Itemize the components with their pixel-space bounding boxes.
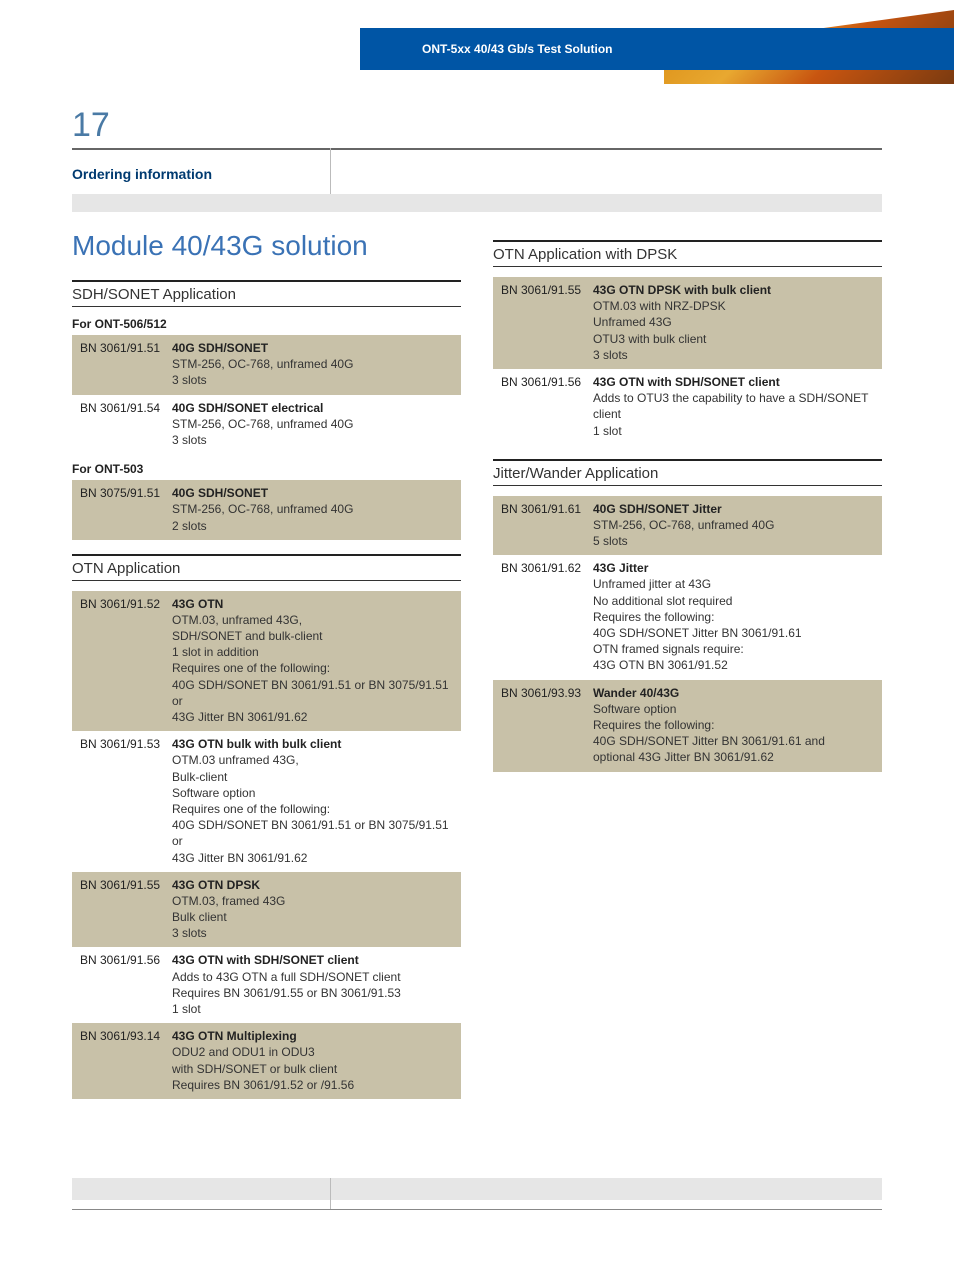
footer-vertical-divider <box>330 1178 331 1210</box>
item-desc: OTM.03, unframed 43G, SDH/SONET and bulk… <box>172 612 453 725</box>
item-code: BN 3061/91.56 <box>501 374 593 439</box>
item-body: 43G OTN DPSK with bulk clientOTM.03 with… <box>593 282 874 363</box>
table-row: BN 3061/91.6243G JitterUnframed jitter a… <box>493 555 882 679</box>
item-code: BN 3061/91.56 <box>80 952 172 1017</box>
item-code: BN 3075/91.51 <box>80 485 172 534</box>
item-body: 43G OTN MultiplexingODU2 and ODU1 in ODU… <box>172 1028 453 1093</box>
item-code: BN 3061/93.93 <box>501 685 593 766</box>
item-title: 40G SDH/SONET Jitter <box>593 501 874 517</box>
gray-band-top <box>72 194 882 212</box>
item-body: 43G OTN with SDH/SONET clientAdds to OTU… <box>593 374 874 439</box>
item-desc: STM-256, OC-768, unframed 40G 3 slots <box>172 356 453 388</box>
table-row: BN 3061/91.5643G OTN with SDH/SONET clie… <box>72 947 461 1023</box>
item-title: 40G SDH/SONET <box>172 340 453 356</box>
item-title: 40G SDH/SONET electrical <box>172 400 453 416</box>
content-columns: Module 40/43G solution SDH/SONET Applica… <box>72 230 882 1099</box>
item-title: 43G OTN DPSK with bulk client <box>593 282 874 298</box>
sdh-heading: SDH/SONET Application <box>72 280 461 307</box>
item-title: 43G OTN bulk with bulk client <box>172 736 453 752</box>
sdh-group2-label: For ONT-503 <box>72 462 461 476</box>
dpsk-heading: OTN Application with DPSK <box>493 240 882 267</box>
item-body: 43G OTN bulk with bulk clientOTM.03 unfr… <box>172 736 453 866</box>
header-bar: ONT-5xx 40/43 Gb/s Test Solution <box>360 28 954 70</box>
table-row: BN 3061/91.5440G SDH/SONET electricalSTM… <box>72 395 461 455</box>
item-desc: Adds to 43G OTN a full SDH/SONET client … <box>172 969 453 1018</box>
footer-gray-band <box>72 1178 882 1200</box>
item-desc: Software option Requires the following: … <box>593 701 874 766</box>
item-body: 43G JitterUnframed jitter at 43G No addi… <box>593 560 874 673</box>
item-code: BN 3061/91.55 <box>80 877 172 942</box>
left-column: Module 40/43G solution SDH/SONET Applica… <box>72 230 461 1099</box>
module-title: Module 40/43G solution <box>72 230 461 262</box>
item-title: 43G OTN with SDH/SONET client <box>172 952 453 968</box>
item-title: Wander 40/43G <box>593 685 874 701</box>
item-title: 43G OTN with SDH/SONET client <box>593 374 874 390</box>
item-desc: STM-256, OC-768, unframed 40G 2 slots <box>172 501 453 533</box>
item-body: 40G SDH/SONETSTM-256, OC-768, unframed 4… <box>172 340 453 389</box>
item-code: BN 3061/91.55 <box>501 282 593 363</box>
table-row: BN 3075/91.5140G SDH/SONETSTM-256, OC-76… <box>72 480 461 540</box>
item-title: 43G OTN DPSK <box>172 877 453 893</box>
item-body: 43G OTNOTM.03, unframed 43G, SDH/SONET a… <box>172 596 453 726</box>
item-desc: OTM.03, framed 43G Bulk client 3 slots <box>172 893 453 942</box>
header-title: ONT-5xx 40/43 Gb/s Test Solution <box>360 28 954 56</box>
item-code: BN 3061/91.52 <box>80 596 172 726</box>
table-row: BN 3061/91.5543G OTN DPSKOTM.03, framed … <box>72 872 461 948</box>
item-code: BN 3061/91.51 <box>80 340 172 389</box>
item-title: 43G OTN <box>172 596 453 612</box>
item-body: 40G SDH/SONETSTM-256, OC-768, unframed 4… <box>172 485 453 534</box>
item-desc: STM-256, OC-768, unframed 40G 5 slots <box>593 517 874 549</box>
table-row: BN 3061/91.5243G OTNOTM.03, unframed 43G… <box>72 591 461 732</box>
table-row: BN 3061/93.93Wander 40/43GSoftware optio… <box>493 680 882 772</box>
item-code: BN 3061/91.62 <box>501 560 593 673</box>
item-desc: Unframed jitter at 43G No additional slo… <box>593 576 874 673</box>
sdh-group1-list: BN 3061/91.5140G SDH/SONETSTM-256, OC-76… <box>72 335 461 454</box>
dpsk-list: BN 3061/91.5543G OTN DPSK with bulk clie… <box>493 277 882 445</box>
item-desc: STM-256, OC-768, unframed 40G 3 slots <box>172 416 453 448</box>
jitter-heading: Jitter/Wander Application <box>493 459 882 486</box>
item-title: 43G OTN Multiplexing <box>172 1028 453 1044</box>
table-row: BN 3061/91.5140G SDH/SONETSTM-256, OC-76… <box>72 335 461 395</box>
item-code: BN 3061/91.61 <box>501 501 593 550</box>
otn-heading: OTN Application <box>72 554 461 581</box>
item-title: 40G SDH/SONET <box>172 485 453 501</box>
footer-rule <box>72 1209 882 1210</box>
item-desc: OTM.03 with NRZ-DPSK Unframed 43G OTU3 w… <box>593 298 874 363</box>
item-code: BN 3061/93.14 <box>80 1028 172 1093</box>
item-desc: OTM.03 unframed 43G, Bulk-client Softwar… <box>172 752 453 865</box>
table-row: BN 3061/91.5343G OTN bulk with bulk clie… <box>72 731 461 872</box>
item-title: 43G Jitter <box>593 560 874 576</box>
item-body: 40G SDH/SONET JitterSTM-256, OC-768, unf… <box>593 501 874 550</box>
item-body: Wander 40/43GSoftware option Requires th… <box>593 685 874 766</box>
top-rule <box>72 148 882 150</box>
item-code: BN 3061/91.53 <box>80 736 172 866</box>
item-desc: ODU2 and ODU1 in ODU3 with SDH/SONET or … <box>172 1044 453 1093</box>
table-row: BN 3061/91.5543G OTN DPSK with bulk clie… <box>493 277 882 369</box>
table-row: BN 3061/91.6140G SDH/SONET JitterSTM-256… <box>493 496 882 556</box>
item-body: 40G SDH/SONET electricalSTM-256, OC-768,… <box>172 400 453 449</box>
sdh-group1-label: For ONT-506/512 <box>72 317 461 331</box>
jitter-list: BN 3061/91.6140G SDH/SONET JitterSTM-256… <box>493 496 882 772</box>
right-column: OTN Application with DPSK BN 3061/91.554… <box>493 230 882 1099</box>
sdh-group2-list: BN 3075/91.5140G SDH/SONETSTM-256, OC-76… <box>72 480 461 540</box>
item-code: BN 3061/91.54 <box>80 400 172 449</box>
page-number: 17 <box>72 106 110 145</box>
item-desc: Adds to OTU3 the capability to have a SD… <box>593 390 874 439</box>
table-row: BN 3061/91.5643G OTN with SDH/SONET clie… <box>493 369 882 445</box>
table-row: BN 3061/93.1443G OTN MultiplexingODU2 an… <box>72 1023 461 1099</box>
item-body: 43G OTN with SDH/SONET clientAdds to 43G… <box>172 952 453 1017</box>
section-label: Ordering information <box>72 166 212 182</box>
otn-list: BN 3061/91.5243G OTNOTM.03, unframed 43G… <box>72 591 461 1099</box>
item-body: 43G OTN DPSKOTM.03, framed 43G Bulk clie… <box>172 877 453 942</box>
